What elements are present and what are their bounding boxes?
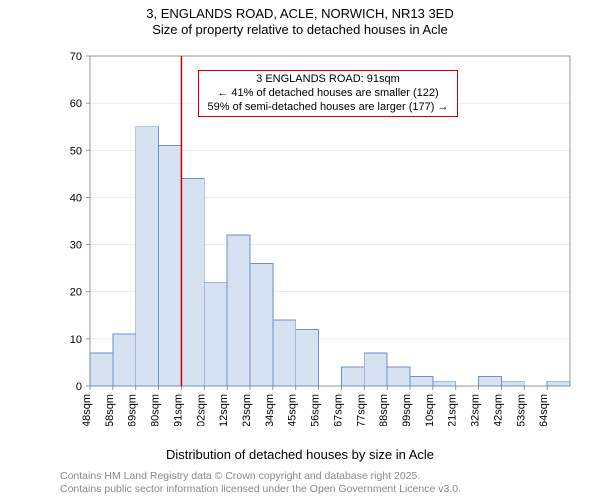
svg-text:253sqm: 253sqm [515, 394, 527, 426]
svg-text:177sqm: 177sqm [355, 394, 367, 426]
svg-text:123sqm: 123sqm [241, 394, 253, 426]
title-line2: Size of property relative to detached ho… [0, 22, 600, 38]
svg-text:102sqm: 102sqm [195, 394, 207, 426]
annotation-line: 3 ENGLANDS ROAD: 91sqm [203, 73, 453, 87]
svg-text:58sqm: 58sqm [104, 394, 116, 426]
x-axis-label: Distribution of detached houses by size … [0, 447, 600, 462]
chart-title-block: 3, ENGLANDS ROAD, ACLE, NORWICH, NR13 3E… [0, 0, 600, 39]
footer-line1: Contains HM Land Registry data © Crown c… [60, 470, 461, 483]
svg-text:221sqm: 221sqm [447, 394, 459, 426]
svg-text:50: 50 [70, 145, 82, 157]
annotation-line: ← 41% of detached houses are smaller (12… [203, 87, 453, 101]
svg-text:145sqm: 145sqm [287, 394, 299, 426]
chart-container: 0 10 20 30 40 50 60 70 48sqm 58sqm 69sqm 80sqm 91sqm… [60, 46, 580, 426]
annotation-line: 59% of semi-detached houses are larger (… [203, 101, 453, 115]
svg-text:112sqm: 112sqm [218, 394, 230, 426]
svg-text:20: 20 [70, 287, 82, 299]
svg-text:210sqm: 210sqm [424, 394, 436, 426]
svg-text:91sqm: 91sqm [172, 394, 184, 426]
svg-text:0: 0 [76, 381, 82, 393]
svg-text:70: 70 [70, 51, 82, 63]
svg-text:30: 30 [70, 240, 82, 252]
svg-text:69sqm: 69sqm [127, 394, 139, 426]
svg-text:188sqm: 188sqm [378, 394, 390, 426]
title-line1: 3, ENGLANDS ROAD, ACLE, NORWICH, NR13 3E… [0, 6, 600, 22]
svg-text:48sqm: 48sqm [81, 394, 93, 426]
marker-annotation: 3 ENGLANDS ROAD: 91sqm← 41% of detached … [198, 70, 458, 117]
svg-text:80sqm: 80sqm [150, 394, 162, 426]
footer-line2: Contains public sector information licen… [60, 483, 461, 496]
svg-text:156sqm: 156sqm [310, 394, 322, 426]
svg-text:167sqm: 167sqm [332, 394, 344, 426]
svg-text:232sqm: 232sqm [470, 394, 482, 426]
svg-text:10: 10 [70, 334, 82, 346]
bars [90, 127, 570, 386]
attribution-footer: Contains HM Land Registry data © Crown c… [60, 470, 461, 496]
svg-text:242sqm: 242sqm [492, 394, 504, 426]
svg-text:264sqm: 264sqm [538, 394, 550, 426]
svg-text:199sqm: 199sqm [401, 394, 413, 426]
svg-text:134sqm: 134sqm [264, 394, 276, 426]
svg-text:40: 40 [70, 192, 82, 204]
svg-text:60: 60 [70, 98, 82, 110]
